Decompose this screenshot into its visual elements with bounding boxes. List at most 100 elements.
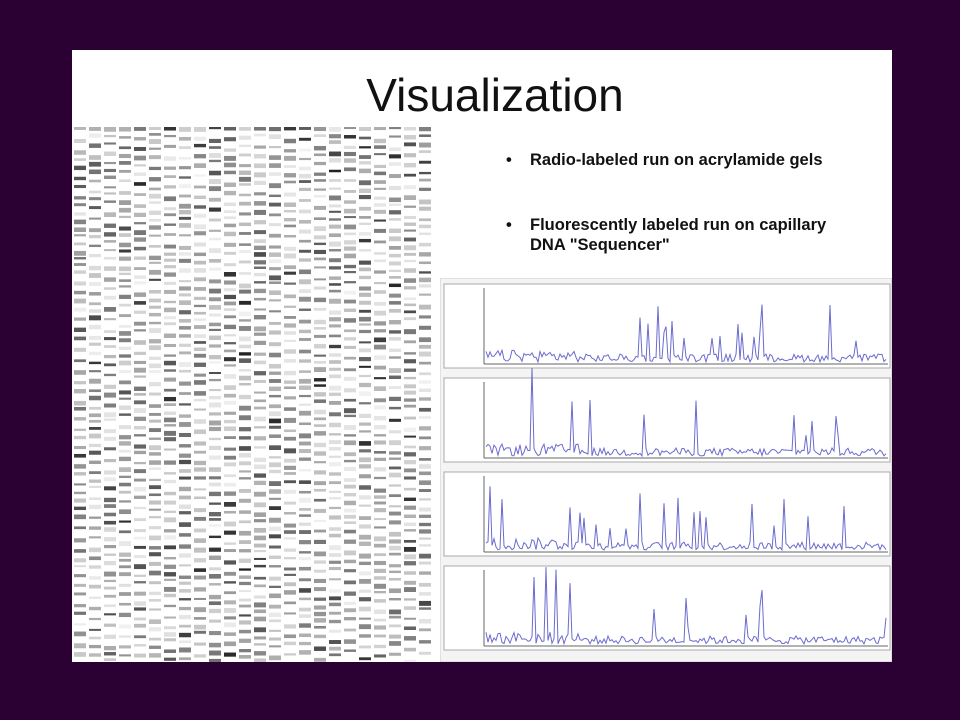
gel-band — [149, 218, 161, 222]
gel-band — [239, 358, 251, 363]
gel-band — [374, 365, 386, 370]
gel-band — [254, 209, 266, 215]
gel-band — [404, 554, 416, 560]
gel-band — [329, 596, 341, 601]
gel-band — [149, 404, 161, 408]
gel-band — [374, 153, 386, 156]
gel-band — [284, 155, 296, 161]
gel-band — [74, 565, 86, 568]
gel-band — [239, 581, 251, 586]
gel-band — [284, 501, 296, 505]
gel-band — [329, 324, 341, 328]
gel-band — [194, 277, 206, 282]
gel-band — [314, 618, 326, 623]
gel-band — [224, 400, 236, 405]
gel-band — [164, 529, 176, 533]
gel-band — [284, 192, 296, 197]
gel-band — [344, 608, 356, 613]
gel-band — [359, 441, 371, 446]
gel-band — [329, 224, 341, 229]
gel-band — [74, 127, 86, 130]
gel-band — [134, 518, 146, 522]
gel-band — [239, 326, 251, 331]
gel-band — [224, 616, 236, 620]
gel-band — [209, 288, 221, 294]
gel-band — [104, 652, 116, 656]
gel-band — [359, 553, 371, 559]
gel-band — [374, 259, 386, 263]
gel-band — [254, 446, 266, 449]
gel-band — [389, 406, 401, 410]
gel-band — [419, 232, 431, 235]
gel-band — [89, 155, 101, 160]
gel-band — [149, 445, 161, 451]
gel-band — [149, 485, 161, 490]
gel-band — [149, 653, 161, 658]
gel-band — [404, 460, 416, 465]
gel-band — [134, 281, 146, 285]
gel-band — [389, 368, 401, 374]
gel-band — [314, 360, 326, 364]
gel-band — [314, 529, 326, 533]
gel-band — [299, 219, 311, 224]
gel-band — [179, 280, 191, 283]
gel-band — [254, 154, 266, 159]
gel-band — [284, 386, 296, 389]
gel-band — [74, 631, 86, 637]
gel-band — [404, 435, 416, 438]
gel-band — [134, 172, 146, 176]
gel-band — [149, 460, 161, 465]
gel-band — [209, 502, 221, 505]
gel-band — [254, 145, 266, 149]
gel-band — [284, 548, 296, 552]
gel-band — [329, 283, 341, 286]
gel-band — [374, 590, 386, 594]
bullet-item: • Radio-labeled run on acrylamide gels — [502, 150, 860, 170]
bullet-text: Fluorescently labeled run on capillary D… — [530, 216, 827, 254]
gel-band — [299, 249, 311, 253]
gel-band — [164, 403, 176, 407]
gel-band — [374, 634, 386, 638]
gel-band — [254, 473, 266, 478]
gel-band — [359, 348, 371, 353]
bullet-item: • Fluorescently labeled run on capillary … — [502, 215, 860, 255]
gel-band — [209, 594, 221, 600]
gel-band — [209, 267, 221, 271]
gel-band — [344, 189, 356, 193]
gel-band — [359, 422, 371, 426]
gel-band — [389, 228, 401, 233]
gel-band — [389, 552, 401, 556]
gel-band — [404, 135, 416, 140]
gel-band — [104, 645, 116, 651]
gel-band — [254, 163, 266, 169]
gel-band — [209, 197, 221, 202]
gel-band — [299, 540, 311, 545]
gel-band — [419, 592, 431, 596]
gel-band — [404, 416, 416, 420]
gel-band — [299, 289, 311, 294]
gel-band — [344, 466, 356, 472]
gel-band — [329, 619, 341, 624]
gel-band — [389, 570, 401, 574]
gel-band — [254, 602, 266, 608]
gel-band — [299, 557, 311, 561]
gel-band — [374, 329, 386, 333]
gel-band — [239, 436, 251, 440]
gel-band — [239, 311, 251, 317]
gel-band — [254, 239, 266, 244]
gel-band — [194, 508, 206, 513]
gel-band — [374, 476, 386, 480]
gel-band — [164, 343, 176, 348]
gel-band — [209, 170, 221, 176]
gel-band — [419, 498, 431, 501]
gel-band — [284, 149, 296, 153]
gel-band — [134, 310, 146, 314]
gel-band — [209, 631, 221, 636]
gel-band — [119, 654, 131, 657]
gel-band — [329, 158, 341, 163]
gel-band — [164, 223, 176, 226]
gel-band — [359, 248, 371, 252]
gel-band — [149, 478, 161, 481]
gel-band — [284, 217, 296, 222]
gel-band — [119, 294, 131, 299]
